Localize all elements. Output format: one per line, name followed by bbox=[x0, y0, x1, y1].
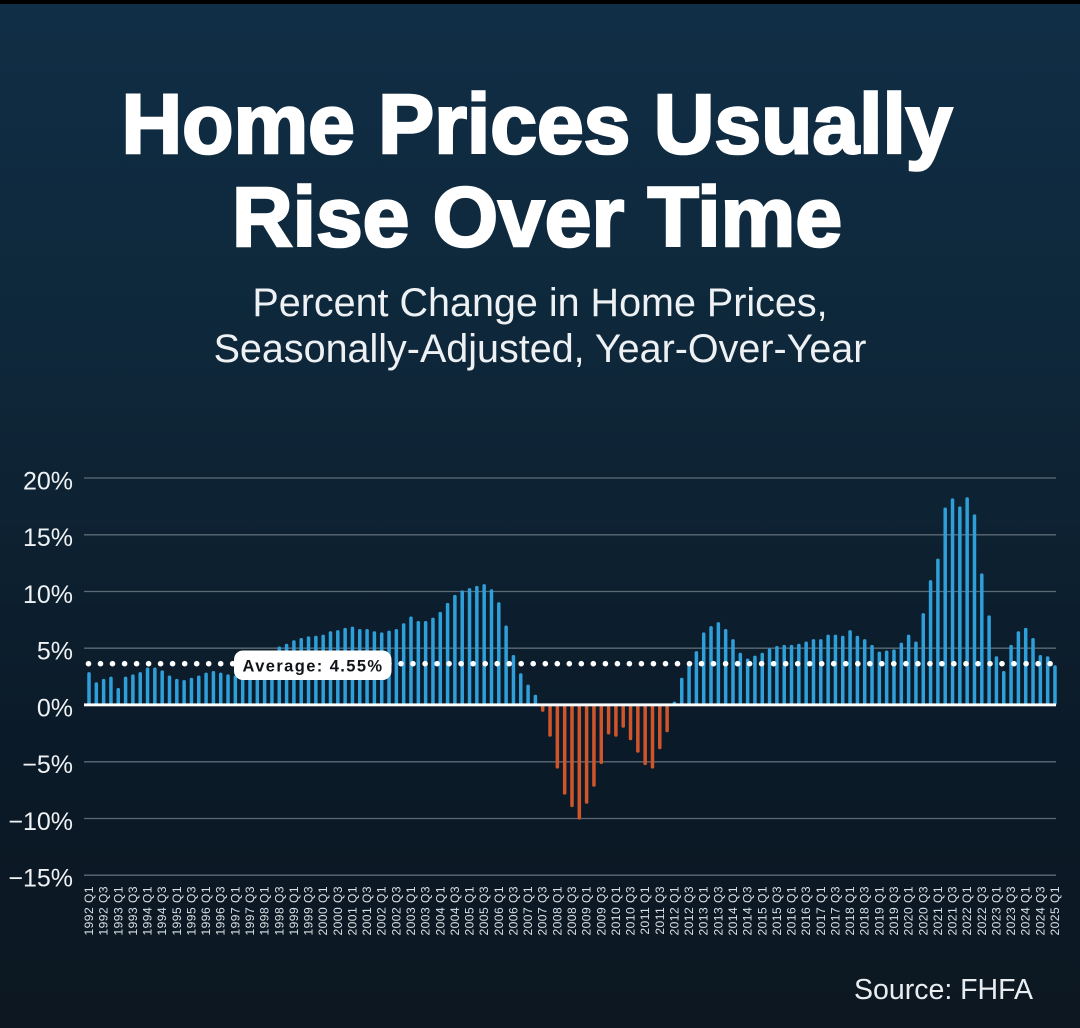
svg-text:5%: 5% bbox=[37, 638, 73, 666]
svg-text:1992 Q3: 1992 Q3 bbox=[97, 886, 111, 936]
svg-text:2016 Q3: 2016 Q3 bbox=[799, 886, 813, 936]
svg-text:2014 Q3: 2014 Q3 bbox=[741, 886, 755, 936]
svg-text:2004 Q1: 2004 Q1 bbox=[433, 886, 447, 936]
svg-text:2023 Q1: 2023 Q1 bbox=[989, 886, 1003, 936]
svg-text:1996 Q3: 1996 Q3 bbox=[214, 886, 228, 936]
svg-text:2010 Q1: 2010 Q1 bbox=[609, 886, 623, 936]
svg-text:2023 Q3: 2023 Q3 bbox=[1004, 886, 1018, 936]
svg-text:1998 Q1: 1998 Q1 bbox=[258, 886, 272, 936]
svg-text:−15%: −15% bbox=[8, 865, 73, 893]
svg-text:2003 Q3: 2003 Q3 bbox=[419, 886, 433, 936]
svg-text:2009 Q1: 2009 Q1 bbox=[580, 886, 594, 936]
svg-text:Source: FHFA: Source: FHFA bbox=[854, 974, 1033, 1006]
svg-text:2018 Q1: 2018 Q1 bbox=[843, 886, 857, 936]
svg-text:Average: 4.55%: Average: 4.55% bbox=[243, 658, 384, 676]
svg-text:1993 Q3: 1993 Q3 bbox=[126, 886, 140, 936]
svg-text:1993 Q1: 1993 Q1 bbox=[111, 886, 125, 936]
svg-text:1995 Q1: 1995 Q1 bbox=[170, 886, 184, 936]
svg-text:2024 Q3: 2024 Q3 bbox=[1033, 886, 1047, 936]
svg-text:2021 Q1: 2021 Q1 bbox=[931, 886, 945, 936]
svg-text:2022 Q3: 2022 Q3 bbox=[975, 886, 989, 936]
svg-text:2019 Q1: 2019 Q1 bbox=[872, 886, 886, 936]
svg-text:2025 Q1: 2025 Q1 bbox=[1048, 886, 1062, 936]
svg-text:2020 Q3: 2020 Q3 bbox=[916, 886, 930, 936]
svg-text:−5%: −5% bbox=[22, 751, 73, 779]
svg-text:2002 Q3: 2002 Q3 bbox=[389, 886, 403, 936]
svg-text:1994 Q1: 1994 Q1 bbox=[141, 886, 155, 936]
svg-text:2000 Q3: 2000 Q3 bbox=[331, 886, 345, 936]
svg-text:0%: 0% bbox=[37, 694, 73, 722]
svg-text:15%: 15% bbox=[23, 524, 73, 552]
svg-text:2013 Q1: 2013 Q1 bbox=[697, 886, 711, 936]
svg-text:20%: 20% bbox=[23, 467, 73, 495]
svg-text:2017 Q1: 2017 Q1 bbox=[814, 886, 828, 936]
svg-text:2005 Q1: 2005 Q1 bbox=[463, 886, 477, 936]
svg-text:2013 Q3: 2013 Q3 bbox=[711, 886, 725, 936]
svg-text:1999 Q1: 1999 Q1 bbox=[287, 886, 301, 936]
svg-text:2003 Q1: 2003 Q1 bbox=[404, 886, 418, 936]
svg-text:2008 Q1: 2008 Q1 bbox=[550, 886, 564, 936]
svg-text:2022 Q1: 2022 Q1 bbox=[960, 886, 974, 936]
svg-text:2014 Q1: 2014 Q1 bbox=[726, 886, 740, 936]
svg-text:1997 Q1: 1997 Q1 bbox=[228, 886, 242, 936]
svg-text:2019 Q3: 2019 Q3 bbox=[887, 886, 901, 936]
svg-text:2009 Q3: 2009 Q3 bbox=[594, 886, 608, 936]
svg-text:2004 Q3: 2004 Q3 bbox=[448, 886, 462, 936]
svg-text:2011 Q3: 2011 Q3 bbox=[653, 886, 667, 935]
svg-text:2006 Q3: 2006 Q3 bbox=[506, 886, 520, 936]
svg-text:2016 Q1: 2016 Q1 bbox=[785, 886, 799, 936]
svg-text:1994 Q3: 1994 Q3 bbox=[155, 886, 169, 936]
svg-text:2011 Q1: 2011 Q1 bbox=[638, 886, 652, 935]
svg-text:2017 Q3: 2017 Q3 bbox=[828, 886, 842, 936]
svg-text:2024 Q1: 2024 Q1 bbox=[1019, 886, 1033, 936]
svg-text:1997 Q3: 1997 Q3 bbox=[243, 886, 257, 936]
svg-text:1992 Q1: 1992 Q1 bbox=[82, 886, 96, 936]
svg-text:2020 Q1: 2020 Q1 bbox=[902, 886, 916, 936]
svg-text:2021 Q3: 2021 Q3 bbox=[946, 886, 960, 936]
svg-text:2008 Q3: 2008 Q3 bbox=[565, 886, 579, 936]
svg-text:2000 Q1: 2000 Q1 bbox=[316, 886, 330, 936]
svg-text:1999 Q3: 1999 Q3 bbox=[302, 886, 316, 936]
svg-text:−10%: −10% bbox=[8, 808, 73, 836]
svg-text:1998 Q3: 1998 Q3 bbox=[272, 886, 286, 936]
svg-text:2001 Q1: 2001 Q1 bbox=[345, 886, 359, 936]
svg-text:2010 Q3: 2010 Q3 bbox=[624, 886, 638, 936]
svg-text:1996 Q1: 1996 Q1 bbox=[199, 886, 213, 936]
svg-text:2012 Q3: 2012 Q3 bbox=[682, 886, 696, 936]
svg-text:2001 Q3: 2001 Q3 bbox=[360, 886, 374, 936]
svg-text:2018 Q3: 2018 Q3 bbox=[858, 886, 872, 936]
svg-text:2015 Q1: 2015 Q1 bbox=[755, 886, 769, 936]
svg-text:10%: 10% bbox=[23, 581, 73, 609]
svg-text:2007 Q1: 2007 Q1 bbox=[521, 886, 535, 936]
svg-text:2007 Q3: 2007 Q3 bbox=[536, 886, 550, 936]
svg-text:2015 Q3: 2015 Q3 bbox=[770, 886, 784, 936]
svg-text:2002 Q1: 2002 Q1 bbox=[375, 886, 389, 936]
svg-text:2005 Q3: 2005 Q3 bbox=[477, 886, 491, 936]
svg-text:2012 Q1: 2012 Q1 bbox=[667, 886, 681, 936]
svg-text:1995 Q3: 1995 Q3 bbox=[185, 886, 199, 936]
svg-text:2006 Q1: 2006 Q1 bbox=[492, 886, 506, 936]
